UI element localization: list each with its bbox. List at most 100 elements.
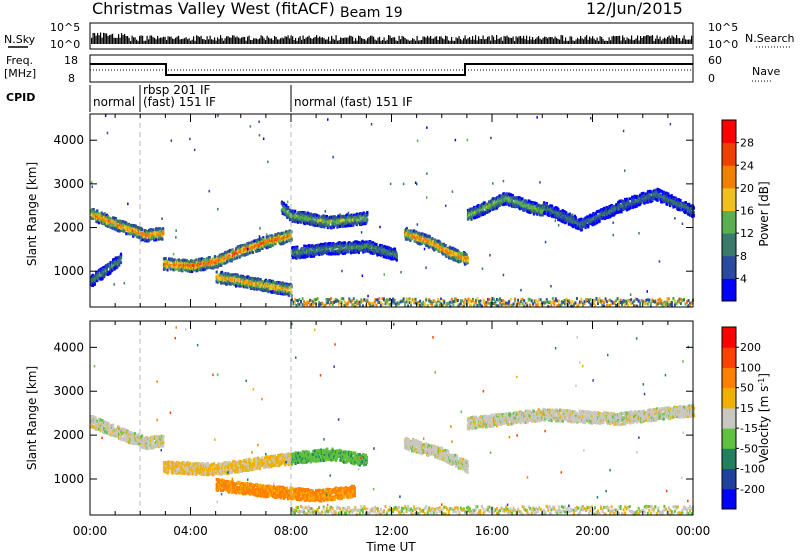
- noise-sample: [518, 36, 520, 44]
- noise-sample: [625, 40, 627, 44]
- radar-cell: [150, 233, 153, 237]
- radar-cell: [163, 267, 166, 270]
- radar-cell: [109, 271, 112, 275]
- radar-cell: [267, 290, 270, 294]
- noise-sample: [170, 36, 172, 44]
- noise-sample: [436, 36, 438, 44]
- radar-cell: [97, 212, 101, 216]
- radar-cell: [92, 208, 95, 211]
- noise-sample: [221, 38, 223, 44]
- radar-cell: [218, 279, 221, 283]
- radar-cell: [250, 246, 253, 250]
- noise-sample: [275, 37, 277, 44]
- noise-sample: [176, 36, 178, 44]
- noise-sample: [347, 37, 349, 44]
- noise-sample: [247, 36, 249, 44]
- radar-cell: [274, 285, 277, 289]
- noise-sample: [149, 35, 151, 44]
- radar-cell: [117, 220, 120, 223]
- noise-sample: [433, 38, 435, 44]
- radar-cell: [158, 227, 161, 231]
- radar-cell: [123, 229, 126, 233]
- noise-sample: [449, 40, 451, 44]
- noise-sample: [581, 38, 583, 44]
- noise-sample: [130, 41, 132, 44]
- noise-sample: [94, 33, 96, 44]
- radar-cell: [119, 223, 123, 227]
- radar-cell: [119, 252, 123, 256]
- noise-sample: [343, 37, 345, 44]
- noise-sample: [373, 36, 375, 44]
- noise-sample: [421, 39, 423, 44]
- noise-sample: [196, 35, 198, 44]
- noise-sample: [457, 38, 459, 44]
- noise-sample: [415, 40, 417, 44]
- noise-sample: [413, 39, 415, 44]
- noise-sample: [644, 36, 646, 44]
- noise-sample: [376, 40, 378, 44]
- radar-cell: [96, 209, 99, 213]
- radar-cell: [90, 211, 94, 215]
- noise-sample: [553, 38, 555, 44]
- noise-sample: [515, 36, 517, 44]
- radar-cell: [149, 231, 152, 235]
- radar-cell: [111, 264, 114, 268]
- radar-cell: [366, 211, 369, 214]
- noise-sample: [256, 38, 258, 44]
- noise-sample: [511, 38, 513, 44]
- noise-sample: [419, 40, 421, 44]
- radar-cell: [220, 263, 223, 267]
- radar-cell: [261, 241, 264, 245]
- frequency-panel: Freq. [MHz] 18 8 60 0 Nave: [4, 54, 780, 85]
- noise-sample: [563, 40, 565, 44]
- noise-sample: [283, 38, 285, 44]
- noise-sample: [307, 36, 309, 44]
- noise-sample: [493, 36, 495, 44]
- noise-sample: [106, 33, 108, 44]
- radar-cell: [264, 289, 267, 292]
- nave-ytick-top: 60: [708, 54, 722, 67]
- noise-sample: [289, 38, 291, 44]
- radar-cell: [236, 275, 239, 279]
- noise-sample: [502, 40, 504, 44]
- noise-sample: [136, 39, 138, 44]
- radar-cell: [172, 265, 175, 269]
- radar-cell: [236, 273, 239, 277]
- noise-sample: [325, 39, 327, 44]
- noise-sample: [319, 36, 321, 44]
- noise-sample: [617, 35, 619, 44]
- noise-sample: [578, 39, 580, 44]
- radar-cell: [119, 261, 123, 265]
- noise-sample: [239, 38, 241, 44]
- noise-sample: [467, 38, 469, 44]
- noise-sample: [97, 33, 99, 44]
- radar-cell: [141, 228, 144, 231]
- radar-cell: [216, 264, 219, 268]
- radar-cell: [275, 291, 278, 295]
- noise-sample: [674, 38, 676, 44]
- radar-cell: [102, 266, 105, 269]
- noise-sample: [602, 39, 604, 44]
- radar-cell: [268, 285, 271, 289]
- noise-sample: [286, 36, 288, 44]
- radar-cell: [91, 274, 94, 278]
- noise-sample: [193, 36, 195, 44]
- noise-sample: [260, 35, 262, 44]
- radar-cell: [232, 250, 235, 254]
- noise-sample: [184, 38, 186, 44]
- noise-sample: [208, 39, 210, 44]
- noise-sample: [463, 38, 465, 44]
- noise-sample: [659, 36, 661, 44]
- radar-cell: [114, 217, 117, 221]
- date-label: 12/Jun/2015: [586, 0, 683, 18]
- radar-cell: [238, 280, 241, 284]
- radar-cell: [324, 220, 327, 223]
- noise-sample: [292, 36, 294, 44]
- radar-cell: [113, 267, 116, 271]
- noise-sample: [541, 39, 543, 44]
- noise-sample: [101, 37, 103, 44]
- noise-sample: [529, 36, 531, 44]
- radar-cell: [375, 243, 378, 246]
- noise-sample: [389, 35, 391, 44]
